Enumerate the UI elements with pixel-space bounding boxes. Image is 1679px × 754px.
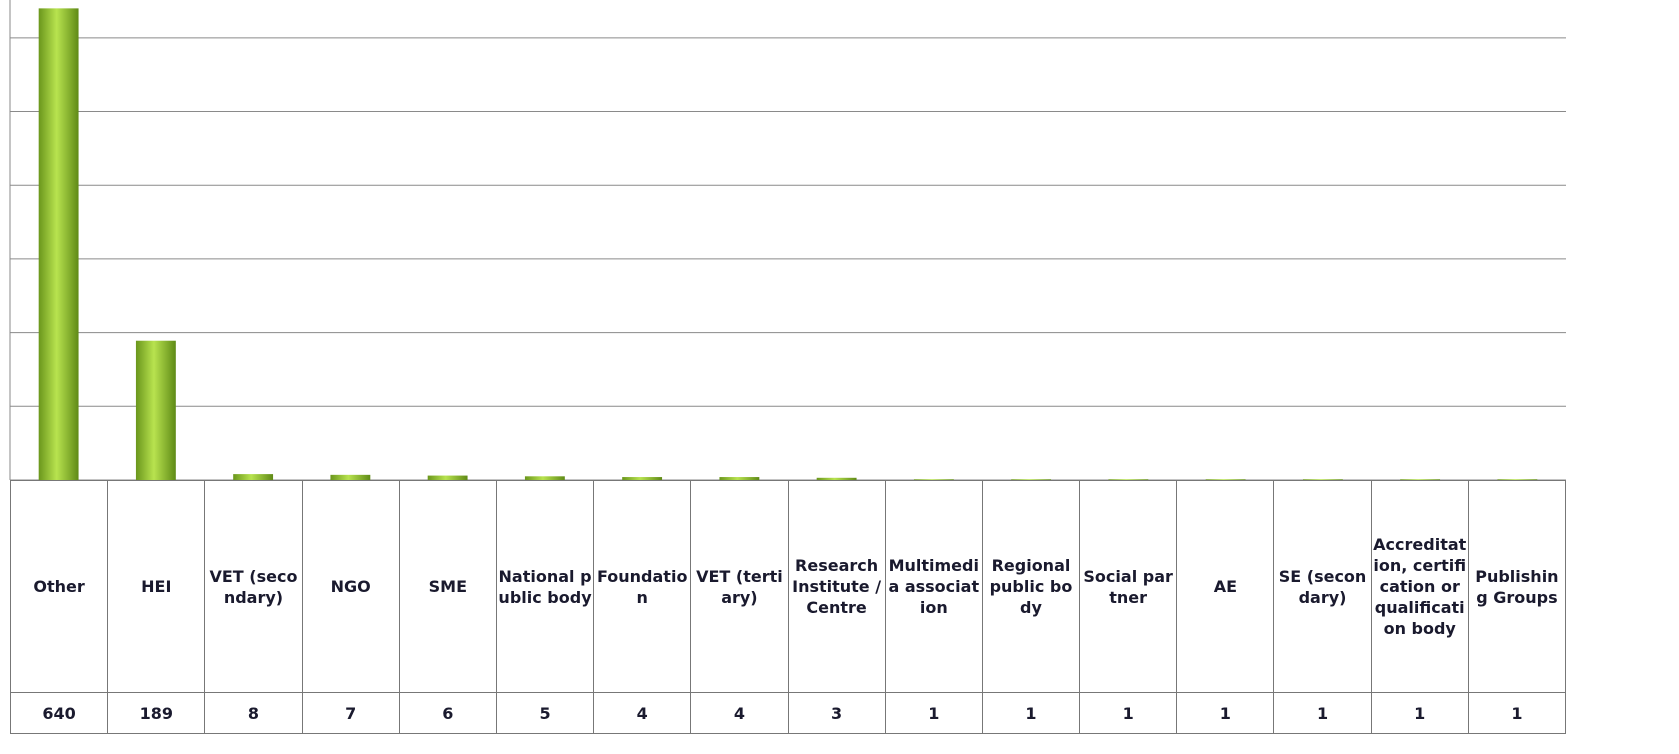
bar bbox=[913, 479, 954, 481]
bar bbox=[622, 477, 663, 480]
bar bbox=[1011, 479, 1052, 481]
bar bbox=[1302, 479, 1343, 481]
value-label: 4 bbox=[593, 692, 692, 734]
category-label: AE bbox=[1176, 480, 1275, 693]
value-row: 640 189 8 7 6 5 4 4 3 1 1 1 1 1 1 1 bbox=[9, 692, 1567, 734]
category-label: Multimedia association bbox=[884, 480, 983, 693]
category-label: Regional public body bbox=[981, 480, 1081, 693]
category-label: Foundation bbox=[593, 480, 692, 693]
category-label: National public body bbox=[495, 480, 595, 693]
value-label: 1 bbox=[981, 692, 1081, 734]
bar bbox=[330, 474, 371, 480]
value-label: 1 bbox=[1467, 692, 1567, 734]
bar bbox=[1497, 479, 1538, 481]
bar bbox=[38, 8, 79, 480]
category-row: Other HEI VET (secondary) NGO SME National pu… bbox=[9, 480, 1567, 693]
value-label: 1 bbox=[1079, 692, 1178, 734]
value-label: 1 bbox=[1370, 692, 1469, 734]
value-label: 1 bbox=[1273, 692, 1372, 734]
category-label: Accreditation, certification or qualific… bbox=[1370, 480, 1469, 693]
category-label: SME bbox=[398, 480, 497, 693]
bar bbox=[1400, 479, 1441, 481]
bar bbox=[135, 340, 176, 480]
value-label: 6 bbox=[398, 692, 497, 734]
category-label: Publishing Groups bbox=[1467, 480, 1567, 693]
category-label: Other bbox=[9, 480, 109, 693]
value-label: 189 bbox=[107, 692, 206, 734]
value-label: 5 bbox=[495, 692, 595, 734]
value-label: 3 bbox=[787, 692, 886, 734]
data-table: Other HEI VET (secondary) NGO SME National pu… bbox=[9, 480, 1567, 734]
value-label: 7 bbox=[301, 692, 400, 734]
bar bbox=[427, 475, 468, 480]
bar bbox=[719, 477, 760, 480]
bar bbox=[524, 476, 565, 480]
category-label: Research Institute /Centre bbox=[787, 480, 886, 693]
bar bbox=[816, 477, 857, 480]
value-label: 1 bbox=[1176, 692, 1275, 734]
bar bbox=[1108, 479, 1149, 481]
category-label: Social partner bbox=[1079, 480, 1178, 693]
category-label: VET (secondary) bbox=[204, 480, 303, 693]
value-label: 1 bbox=[884, 692, 983, 734]
category-label: HEI bbox=[107, 480, 206, 693]
category-label: VET (tertiary) bbox=[690, 480, 789, 693]
value-label: 8 bbox=[204, 692, 303, 734]
category-label: SE (secondary) bbox=[1273, 480, 1372, 693]
bar bbox=[233, 474, 274, 480]
value-label: 4 bbox=[690, 692, 789, 734]
value-label: 640 bbox=[9, 692, 109, 734]
plot bbox=[9, 0, 1566, 481]
bar bbox=[1205, 479, 1246, 481]
category-label: NGO bbox=[301, 480, 400, 693]
